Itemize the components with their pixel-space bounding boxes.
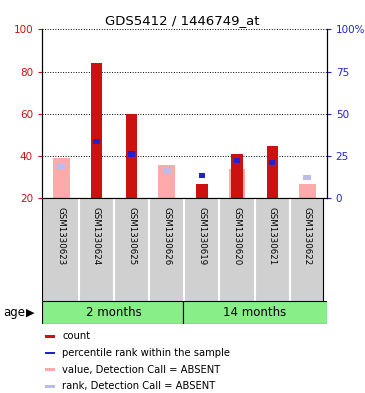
Bar [163,168,170,174]
Bar [126,114,137,198]
Text: GSM1330623: GSM1330623 [57,207,66,265]
Bar [45,335,55,338]
Text: 2 months: 2 months [86,306,142,319]
Bar [128,151,135,157]
Text: ▶: ▶ [26,307,34,318]
Bar [45,368,55,371]
Text: percentile rank within the sample: percentile rank within the sample [62,348,230,358]
Text: GSM1330622: GSM1330622 [303,207,312,265]
Bar [91,63,102,198]
Bar [269,160,275,165]
Text: GSM1330619: GSM1330619 [197,207,206,265]
Bar [299,184,316,198]
Bar [303,175,311,180]
Text: rank, Detection Call = ABSENT: rank, Detection Call = ABSENT [62,381,215,391]
Text: value, Detection Call = ABSENT: value, Detection Call = ABSENT [62,365,220,375]
Text: age: age [4,306,26,319]
Bar [182,301,346,324]
Bar [231,154,243,198]
Text: GSM1330625: GSM1330625 [127,207,136,265]
Bar [228,169,246,198]
Text: 14 months: 14 months [223,306,286,319]
Bar [158,165,175,198]
Text: count: count [62,331,90,341]
Text: GSM1330620: GSM1330620 [233,207,242,265]
Text: GSM1330626: GSM1330626 [162,207,171,265]
Bar [234,158,240,163]
Text: GSM1330624: GSM1330624 [92,207,101,265]
Bar [93,139,100,144]
Bar [53,158,70,198]
Bar [196,184,208,198]
Text: GDS5412 / 1446749_at: GDS5412 / 1446749_at [105,14,260,27]
Bar [199,173,205,178]
Bar [45,352,55,354]
Text: GSM1330621: GSM1330621 [268,207,277,265]
Bar [266,146,278,198]
Bar [45,385,55,387]
Bar [57,164,65,169]
Bar [42,301,182,324]
